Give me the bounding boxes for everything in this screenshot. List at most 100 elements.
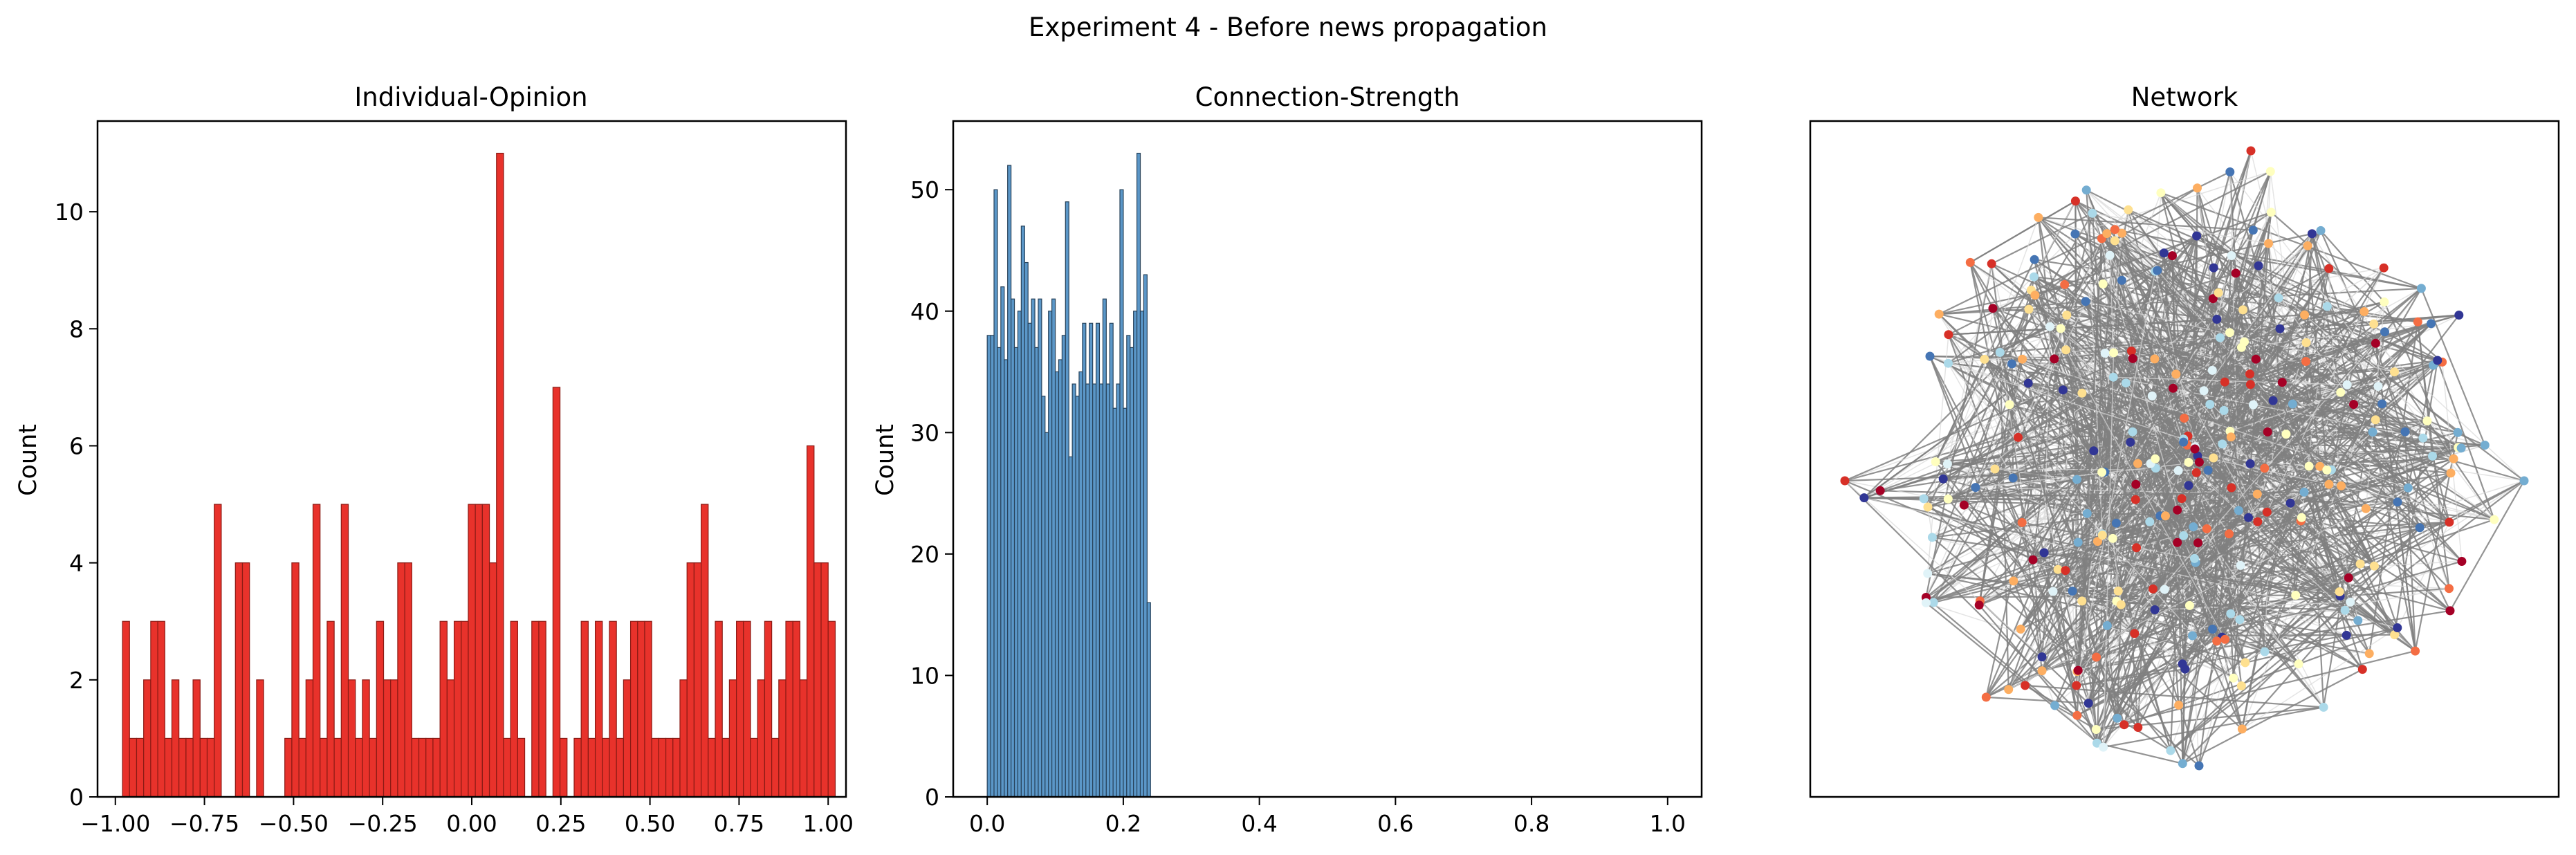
network-node xyxy=(2303,241,2312,250)
histogram-bar xyxy=(468,504,476,798)
network-node xyxy=(2072,681,2081,690)
histogram-bar xyxy=(1123,407,1128,798)
histogram-bar xyxy=(602,737,610,798)
network-node xyxy=(2301,338,2311,347)
network-node xyxy=(2173,505,2182,515)
histogram-bar xyxy=(164,737,173,798)
network-node xyxy=(2208,625,2218,634)
network-edge xyxy=(2088,493,2258,704)
network-edge xyxy=(2133,301,2385,360)
network-node xyxy=(2377,399,2387,409)
histogram-bar xyxy=(503,737,511,798)
network-edge xyxy=(2097,742,2183,764)
histogram-bar xyxy=(1034,347,1039,798)
network-node xyxy=(2316,226,2326,235)
network-edge xyxy=(2194,448,2451,612)
network-edge xyxy=(2102,472,2451,536)
network-node xyxy=(2238,305,2248,315)
network-edge xyxy=(2121,232,2189,436)
network-node xyxy=(2379,263,2389,273)
network-node xyxy=(2167,251,2177,261)
network-node xyxy=(1923,502,1933,512)
network-node xyxy=(1929,598,1938,607)
network-edge xyxy=(1999,352,2034,560)
network-node xyxy=(2150,354,2160,364)
network-edge xyxy=(1948,362,2184,440)
network-node xyxy=(2346,597,2355,607)
network-node xyxy=(2088,208,2097,218)
network-edge xyxy=(1925,284,2066,598)
network-node xyxy=(2319,702,2328,712)
network-edge xyxy=(1925,602,2104,748)
histogram-bar xyxy=(538,620,546,798)
network-edge xyxy=(1948,337,2220,364)
histogram-bar xyxy=(1116,383,1121,798)
network-edge xyxy=(2057,521,2450,571)
network-edge xyxy=(2152,395,2458,448)
histogram-bar xyxy=(510,620,518,798)
histogram-bar xyxy=(362,679,370,798)
network-edge xyxy=(2085,300,2281,330)
network-edge xyxy=(2152,331,2386,590)
network-node xyxy=(2108,533,2117,543)
network-edge xyxy=(1985,318,2218,698)
network-node xyxy=(2449,454,2458,463)
histogram-bar xyxy=(397,562,405,798)
network-edge xyxy=(2241,627,2398,730)
network-edge xyxy=(2417,322,2434,457)
network-node xyxy=(2335,587,2344,596)
network-node xyxy=(2189,522,2198,532)
network-edge xyxy=(1947,392,2083,499)
network-node xyxy=(2007,359,2016,369)
network-edge xyxy=(2153,358,2186,670)
y-axis-label-individual-opinion: Count xyxy=(15,424,42,496)
network-edge xyxy=(2231,436,2525,481)
network-edge xyxy=(2096,171,2272,744)
histogram-bar xyxy=(820,562,829,798)
network-node xyxy=(2225,167,2235,176)
network-node xyxy=(2128,353,2137,363)
network-edge xyxy=(2196,472,2346,611)
y-tick-label: 2 xyxy=(69,667,84,694)
network-node xyxy=(2058,385,2068,395)
network-node xyxy=(2160,585,2169,594)
network-edge xyxy=(2339,560,2463,597)
network-edge xyxy=(2170,595,2341,751)
network-edge xyxy=(2052,590,2117,603)
network-node xyxy=(2021,681,2030,690)
network-edge xyxy=(2115,228,2422,289)
network-edge xyxy=(1947,362,2014,479)
histogram-bar xyxy=(1054,371,1060,798)
network-edge xyxy=(2187,485,2196,559)
network-node xyxy=(2018,354,2027,364)
chart-title-individual-opinion: Individual-Opinion xyxy=(354,82,587,112)
network-edge xyxy=(1932,537,2059,570)
y-tick-label: 0 xyxy=(69,784,84,811)
network-node xyxy=(2220,634,2230,644)
network-node xyxy=(1859,493,1869,503)
network-edge xyxy=(2203,245,2308,392)
network-edge xyxy=(2116,446,2459,603)
network-node xyxy=(2225,529,2234,539)
network-node xyxy=(1987,259,1996,268)
histogram-bar xyxy=(827,620,836,798)
network-edge xyxy=(1980,542,2079,602)
histogram-bar xyxy=(708,737,716,798)
network-edge xyxy=(2339,431,2407,592)
network-edge xyxy=(2374,560,2462,567)
network-node xyxy=(2209,263,2218,273)
network-node xyxy=(2126,347,2136,356)
network-edge xyxy=(2102,352,2115,748)
histogram-bar xyxy=(383,679,392,798)
histogram-bar xyxy=(1031,298,1036,798)
histogram-bar xyxy=(1109,322,1114,798)
network-node xyxy=(2416,284,2426,293)
network-node xyxy=(2519,476,2529,486)
y-tick-label: 10 xyxy=(55,199,84,226)
histogram-bar xyxy=(320,737,328,798)
network-node xyxy=(2490,515,2499,524)
network-node xyxy=(2081,297,2090,306)
histogram-bar xyxy=(1136,152,1141,798)
histogram-bar xyxy=(171,679,180,798)
